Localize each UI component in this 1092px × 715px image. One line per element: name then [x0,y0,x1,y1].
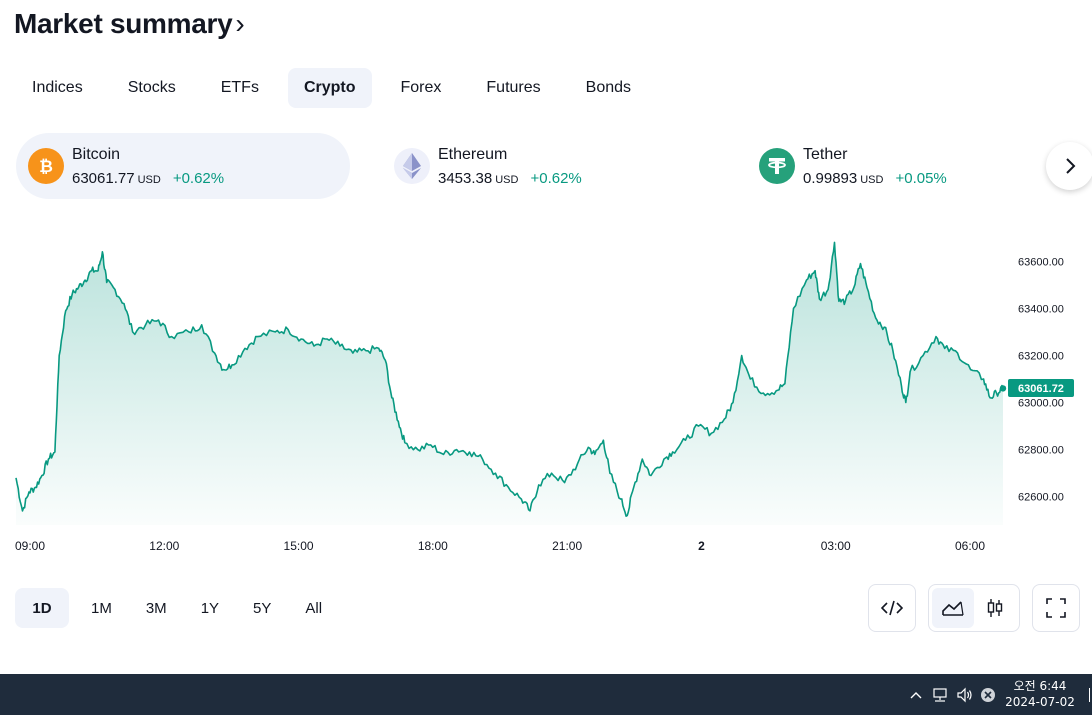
x-tick-label: 09:00 [15,539,45,553]
tab-stocks[interactable]: Stocks [112,68,192,108]
chevron-up-icon [910,691,922,698]
close-circle-icon [981,687,995,702]
ethereum-icon [394,148,430,184]
x-tick-label: 2 [698,539,705,553]
candlestick-chart-button[interactable] [974,588,1016,628]
y-tick-label: 62800.00 [1018,445,1064,457]
fullscreen-button[interactable] [1032,584,1080,632]
y-tick-label: 62600.00 [1018,492,1064,504]
candlestick-icon [987,599,1003,617]
y-tick-label: 63600.00 [1018,256,1064,268]
svg-text:₿: ₿ [39,157,53,176]
area-chart-icon [942,601,964,616]
last-price-badge [1008,379,1074,398]
fullscreen-icon [1046,598,1066,618]
notification-status[interactable] [980,674,996,715]
asset-price: 0.99893 [803,169,858,187]
market-tabs: Indices Stocks ETFs Crypto Forex Futures… [16,68,660,108]
price-area-fill [16,242,1003,525]
asset-name: Ethereum [438,145,508,163]
clock-date: 2024-07-02 [1005,695,1075,709]
tab-crypto[interactable]: Crypto [287,68,372,108]
asset-name: Bitcoin [72,145,121,163]
tether-icon [759,148,795,184]
range-selector: 1D 1M 3M 1Y 5Y All [15,588,344,628]
range-1m[interactable]: 1M [91,599,112,617]
asset-card-bitcoin[interactable]: ₿ Bitcoin 63061.77 USD +0.62% [16,133,350,199]
asset-change: +0.05% [895,169,947,187]
next-assets-button[interactable] [1046,142,1092,190]
bitcoin-icon: ₿ [28,148,64,184]
asset-change: +0.62% [172,169,225,187]
network-button[interactable] [932,674,950,715]
range-5y[interactable]: 5Y [253,599,272,617]
asset-price: 3453.38 [438,169,493,187]
area-chart-button[interactable] [932,588,974,628]
asset-card-ethereum[interactable]: Ethereum 3453.38 USD +0.62% [382,133,702,199]
range-1d[interactable]: 1D [15,588,69,628]
chart-style-toggle [928,584,1020,632]
last-price-dot [999,385,1007,392]
clock-time: 오전 6:44 [1013,679,1067,693]
asset-currency: USD [860,173,884,186]
page-title: Market summary [14,8,233,39]
x-tick-label: 12:00 [149,539,179,553]
tray-overflow-button[interactable] [908,674,924,715]
taskbar: 오전 6:44 2024-07-02 [0,674,1092,715]
y-tick-label: 63400.00 [1018,303,1064,315]
embed-button[interactable] [868,584,916,632]
tab-indices[interactable]: Indices [16,68,99,108]
x-tick-label: 03:00 [821,539,851,553]
y-tick-label: 63200.00 [1018,350,1064,362]
chevron-right-icon: › [235,8,245,39]
tab-bonds[interactable]: Bonds [570,68,647,108]
asset-card-tether[interactable]: Tether 0.99893 USD +0.05% [747,133,1037,199]
x-tick-label: 18:00 [418,539,448,553]
price-line [15,241,1004,517]
speaker-icon [957,687,972,702]
x-tick-label: 21:00 [552,539,582,553]
system-clock[interactable]: 오전 6:44 2024-07-02 [1000,678,1080,710]
market-summary-title[interactable]: Market summary › [14,8,245,40]
y-tick-label: 63000.00 [1018,398,1064,410]
network-icon [933,687,947,702]
asset-currency: USD [495,173,519,186]
range-3m[interactable]: 3M [145,599,167,617]
tab-etfs[interactable]: ETFs [205,68,275,108]
x-tick-label: 15:00 [284,539,314,553]
show-desktop-button[interactable] [1089,688,1090,702]
asset-change: +0.62% [530,169,582,187]
asset-name: Tether [803,145,848,163]
last-price-label: 63061.72 [1018,383,1064,395]
volume-button[interactable] [956,674,974,715]
range-all[interactable]: All [305,599,323,617]
x-tick-label: 06:00 [955,539,985,553]
chevron-right-icon [1066,158,1076,174]
tab-forex[interactable]: Forex [385,68,458,108]
code-icon [881,600,903,616]
tab-futures[interactable]: Futures [470,68,556,108]
asset-price: 63061.77 [72,169,135,187]
asset-currency: USD [137,173,161,186]
price-chart[interactable]: 62600.00 62800.00 63000.00 63200.00 63400.00… [0,225,1092,560]
range-1y[interactable]: 1Y [200,599,220,617]
